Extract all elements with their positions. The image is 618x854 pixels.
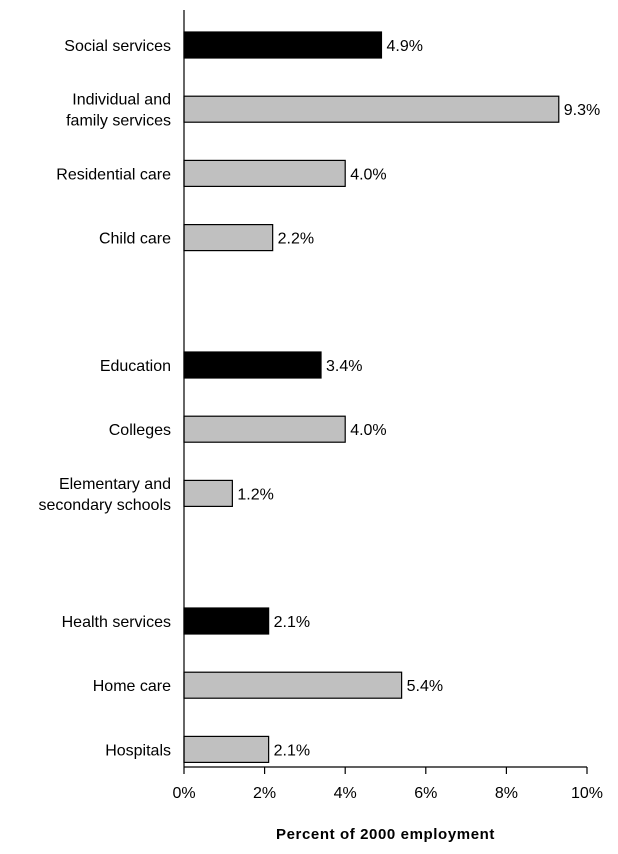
value-label-child-care: 2.2% [278,231,314,248]
value-label-individual-and-family-services: 9.3% [564,102,600,119]
x-tick-label: 8% [495,785,518,802]
value-label-residential-care: 4.0% [350,166,386,183]
category-label-residential-care: Residential care [56,166,171,183]
category-label-colleges: Colleges [109,422,171,439]
x-axis-ticks: 0% 2% 4% 6% 8% 10% [172,767,603,802]
x-tick-label: 6% [414,785,437,802]
value-label-education: 3.4% [326,358,362,375]
value-label-home-care: 5.4% [407,678,443,695]
category-label-individual-and-family-services: Individual and family services [66,92,171,130]
bar-elementary-and-secondary-schools [183,479,233,507]
bar-individual-and-family-services [183,95,560,123]
value-label-social-services: 4.9% [386,38,422,55]
category-label-education: Education [100,358,171,375]
bar-education [183,351,322,379]
value-label-colleges: 4.0% [350,422,386,439]
category-label-health-services: Health services [62,614,171,631]
category-label-elementary-and-secondary-schools: Elementary and secondary schools [38,476,171,514]
x-tick-label: 10% [571,785,603,802]
value-label-elementary-and-secondary-schools: 1.2% [237,486,273,503]
bar-home-care [183,671,403,699]
x-tick-label: 0% [172,785,195,802]
category-label-hospitals: Hospitals [105,742,171,759]
category-label-line: Elementary and [59,476,171,493]
value-label-hospitals: 2.1% [274,742,310,759]
value-label-health-services: 2.1% [274,614,310,631]
x-tick-label: 4% [334,785,357,802]
labels-layer: 4.9% Social services 9.3% Individual and fam… [38,38,600,759]
bar-social-services [183,31,383,59]
bar-health-services [183,607,270,635]
bar-child-care [183,224,274,252]
bars-layer [183,31,560,764]
x-tick-label: 2% [253,785,276,802]
x-axis-title: Percent of 2000 employment [276,826,495,843]
bar-residential-care [183,159,346,187]
category-label-home-care: Home care [93,678,171,695]
category-label-child-care: Child care [99,231,171,248]
category-label-social-services: Social services [64,38,171,55]
category-label-line: family services [66,113,171,130]
category-label-line: secondary schools [38,497,171,514]
bar-hospitals [183,735,270,764]
category-label-line: Individual and [72,92,171,109]
bar-colleges [183,415,346,443]
